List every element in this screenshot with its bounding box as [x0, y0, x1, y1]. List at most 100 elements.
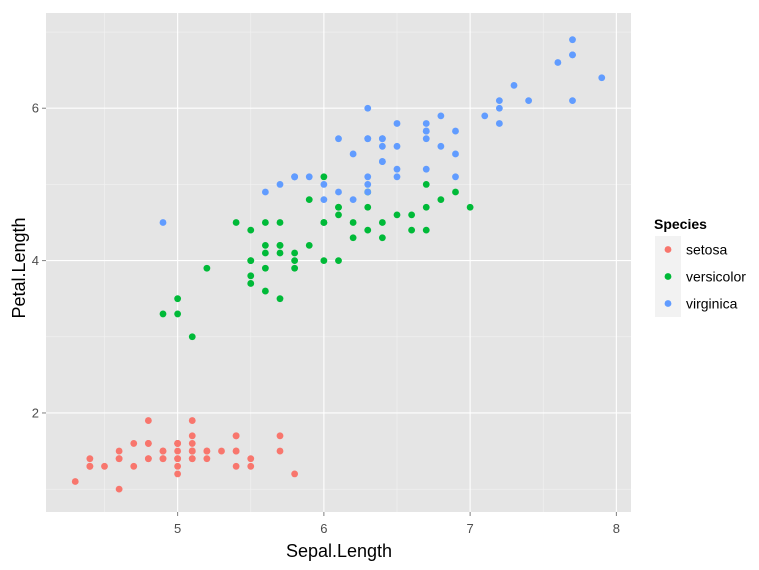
data-point-virginica — [393, 173, 401, 181]
data-point-virginica — [569, 97, 576, 105]
data-point-virginica — [422, 135, 430, 143]
data-point-versicolor — [276, 295, 284, 303]
data-point-virginica — [393, 165, 401, 173]
data-point-versicolor — [335, 203, 342, 211]
data-point-versicolor — [276, 249, 284, 257]
y-tick-label: 6 — [32, 101, 39, 116]
data-point-setosa — [115, 485, 123, 493]
data-point-setosa — [86, 462, 94, 470]
data-point-setosa — [174, 447, 182, 455]
data-point-versicolor — [408, 226, 416, 234]
data-point-setosa — [188, 440, 196, 447]
data-point-versicolor — [364, 203, 372, 211]
data-point-virginica — [335, 135, 342, 143]
data-point-versicolor — [335, 257, 342, 264]
data-point-virginica — [261, 188, 269, 196]
data-point-versicolor — [291, 264, 299, 272]
data-point-virginica — [569, 36, 576, 44]
data-point-virginica — [364, 173, 372, 181]
data-point-virginica — [364, 188, 372, 196]
data-point-virginica — [378, 135, 386, 143]
data-point-setosa — [115, 455, 123, 463]
data-point-virginica — [276, 181, 284, 188]
data-point-setosa — [188, 455, 196, 463]
x-tick-label: 8 — [613, 521, 620, 536]
x-axis-tick-labels: 5 6 7 8 — [174, 521, 620, 536]
data-point-virginica — [320, 181, 328, 188]
data-point-versicolor — [276, 241, 284, 249]
data-point-versicolor — [159, 310, 167, 318]
x-axis-ticks — [177, 512, 617, 516]
data-point-versicolor — [364, 226, 372, 234]
data-point-virginica — [364, 104, 372, 112]
legend-key-virginica — [664, 300, 672, 307]
data-point-versicolor — [378, 234, 386, 242]
data-point-virginica — [378, 158, 386, 165]
data-point-versicolor — [174, 295, 182, 303]
data-point-virginica — [393, 120, 401, 127]
y-axis-title: Petal.Length — [9, 217, 29, 318]
data-point-setosa — [174, 455, 182, 463]
data-point-virginica — [305, 173, 313, 181]
data-point-versicolor — [276, 219, 284, 226]
data-point-versicolor — [452, 188, 459, 196]
data-point-versicolor — [247, 272, 255, 280]
data-point-versicolor — [188, 333, 196, 341]
data-point-virginica — [452, 127, 459, 135]
data-point-virginica — [364, 181, 372, 188]
data-point-setosa — [174, 462, 182, 470]
data-point-versicolor — [174, 310, 182, 318]
data-point-setosa — [159, 455, 167, 463]
x-tick-label: 7 — [467, 521, 474, 536]
data-point-versicolor — [320, 257, 328, 264]
data-point-versicolor — [247, 280, 255, 287]
data-point-setosa — [218, 447, 225, 455]
data-point-versicolor — [349, 219, 357, 226]
data-point-virginica — [437, 142, 445, 150]
data-point-virginica — [393, 142, 401, 150]
data-point-setosa — [159, 447, 167, 455]
data-point-setosa — [203, 447, 211, 455]
data-point-versicolor — [203, 264, 211, 272]
data-point-versicolor — [393, 211, 401, 219]
data-point-setosa — [174, 440, 182, 447]
data-point-virginica — [495, 120, 503, 127]
data-point-setosa — [144, 455, 152, 463]
data-point-setosa — [71, 478, 79, 485]
data-points — [71, 36, 606, 493]
data-point-versicolor — [320, 173, 328, 181]
data-point-versicolor — [261, 264, 269, 272]
data-point-setosa — [188, 417, 196, 424]
data-point-virginica — [525, 97, 533, 105]
data-point-setosa — [188, 447, 196, 455]
data-point-setosa — [174, 470, 182, 478]
y-tick-label: 2 — [32, 405, 39, 420]
data-point-setosa — [101, 462, 108, 470]
legend-label-virginica: virginica — [686, 296, 738, 312]
data-point-virginica — [481, 112, 489, 120]
data-point-setosa — [130, 462, 138, 470]
data-point-virginica — [291, 173, 299, 181]
data-point-versicolor — [261, 219, 269, 226]
data-point-setosa — [130, 440, 138, 447]
data-point-versicolor — [422, 203, 430, 211]
data-point-setosa — [232, 432, 240, 440]
data-point-setosa — [291, 470, 299, 478]
data-point-setosa — [247, 462, 255, 470]
data-point-versicolor — [349, 234, 357, 242]
data-point-setosa — [232, 462, 240, 470]
legend-label-setosa: setosa — [686, 242, 727, 258]
data-point-setosa — [115, 447, 123, 455]
data-point-setosa — [232, 447, 240, 455]
y-tick-label: 4 — [32, 253, 39, 268]
x-axis-title: Sepal.Length — [286, 541, 392, 561]
data-point-virginica — [349, 150, 357, 158]
legend-key-versicolor — [664, 273, 672, 280]
data-point-virginica — [452, 150, 459, 158]
data-point-versicolor — [437, 196, 445, 204]
data-point-versicolor — [261, 241, 269, 249]
legend-key-setosa — [664, 246, 672, 253]
data-point-versicolor — [291, 249, 299, 257]
legend-label-versicolor: versicolor — [686, 269, 746, 285]
